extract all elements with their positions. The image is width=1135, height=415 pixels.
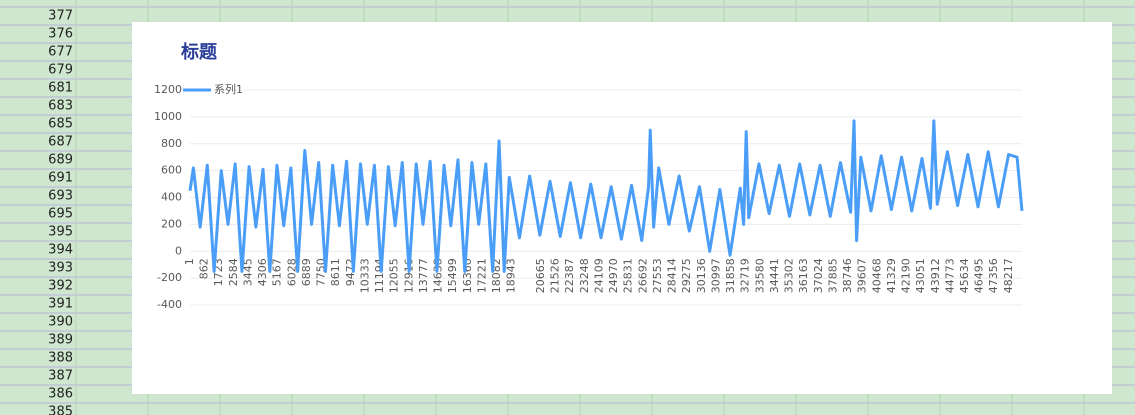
- x-tick-label: 35302: [783, 258, 796, 293]
- cell: 683: [48, 99, 73, 114]
- x-tick-label: 13777: [417, 258, 430, 293]
- x-tick-label: 4306: [256, 258, 269, 286]
- x-tick-label: 1: [183, 258, 196, 265]
- chart-panel: [132, 22, 1112, 394]
- x-tick-label: 3445: [241, 258, 254, 286]
- cell: 390: [48, 315, 73, 330]
- cell: 395: [48, 225, 73, 240]
- cell: 376: [48, 27, 73, 42]
- x-tick-label: 39607: [856, 258, 869, 293]
- y-tick-label: 1000: [154, 110, 182, 123]
- cell: 377: [48, 9, 73, 24]
- x-tick-label: 15499: [446, 258, 459, 293]
- cell: 691: [48, 171, 73, 186]
- cell: 695: [48, 207, 73, 222]
- y-tick-label: 200: [161, 217, 182, 230]
- cell: 681: [48, 81, 73, 96]
- x-tick-label: 47356: [987, 258, 1000, 293]
- x-tick-label: 25831: [622, 258, 635, 293]
- cell: 677: [48, 45, 73, 60]
- x-tick-label: 36163: [797, 258, 810, 293]
- x-tick-label: 24970: [607, 258, 620, 293]
- cell: 693: [48, 189, 73, 204]
- x-tick-label: 20665: [534, 258, 547, 293]
- x-tick-label: 21526: [549, 258, 562, 293]
- x-tick-label: 6889: [300, 258, 313, 286]
- x-tick-label: 27553: [651, 258, 664, 293]
- cell: 685: [48, 117, 73, 132]
- x-tick-label: 44773: [943, 258, 956, 293]
- cell: 392: [48, 279, 73, 294]
- x-tick-label: 12055: [388, 258, 401, 293]
- cell: 385: [48, 405, 73, 415]
- x-tick-label: 862: [198, 258, 211, 279]
- cell: 386: [48, 387, 73, 402]
- x-tick-label: 42190: [900, 258, 913, 293]
- x-tick-label: 37885: [826, 258, 839, 293]
- x-tick-label: 33580: [753, 258, 766, 293]
- x-tick-label: 2584: [227, 258, 240, 286]
- x-tick-label: 16360: [461, 258, 474, 293]
- cell: 687: [48, 135, 73, 150]
- y-tick-label: 400: [161, 191, 182, 204]
- x-tick-label: 10333: [358, 258, 371, 293]
- y-tick-label: 600: [161, 164, 182, 177]
- x-tick-label: 48217: [1002, 258, 1015, 293]
- cell: 387: [48, 369, 73, 384]
- x-tick-label: 8611: [329, 258, 342, 286]
- x-tick-label: 12916: [402, 258, 415, 293]
- y-tick-label: -400: [157, 298, 182, 311]
- legend-label: 系列1: [214, 82, 243, 96]
- x-tick-label: 40468: [870, 258, 883, 293]
- y-tick-label: 1200: [154, 83, 182, 96]
- x-tick-label: 34441: [768, 258, 781, 293]
- series-line: [188, 119, 1024, 273]
- x-tick-label: 45634: [958, 258, 971, 293]
- x-tick-label: 37024: [812, 258, 825, 293]
- cell: 391: [48, 297, 73, 312]
- x-tick-label: 17221: [475, 258, 488, 293]
- x-tick-label: 41329: [885, 258, 898, 293]
- y-tick-label: 0: [175, 244, 182, 257]
- cell: 393: [48, 261, 73, 276]
- x-tick-label: 38746: [841, 258, 854, 293]
- cell: 388: [48, 351, 73, 366]
- x-tick-label: 23248: [578, 258, 591, 293]
- x-tick-label: 30997: [709, 258, 722, 293]
- x-tick-label: 46495: [973, 258, 986, 293]
- x-tick-label: 43912: [929, 258, 942, 293]
- cell: 389: [48, 333, 73, 348]
- x-tick-label: 22387: [563, 258, 576, 293]
- x-tick-label: 28414: [666, 258, 679, 293]
- column-a: 377 376 677 679 681 683 685 687 689 691 693 695 395 3…: [48, 9, 73, 415]
- x-tick-label: 14638: [432, 258, 445, 293]
- x-tick-label: 31858: [724, 258, 737, 293]
- x-tick-label: 6028: [285, 258, 298, 286]
- x-tick-label: 18943: [505, 258, 518, 293]
- x-tick-label: 43051: [914, 258, 927, 293]
- x-tick-label: 26692: [636, 258, 649, 293]
- x-tick-label: 32719: [739, 258, 752, 293]
- cell: 689: [48, 153, 73, 168]
- x-tick-label: 24109: [592, 258, 605, 293]
- cell: 679: [48, 63, 73, 78]
- x-tick-label: 29275: [680, 258, 693, 293]
- chart-title: 标题: [180, 41, 218, 63]
- y-tick-label: 800: [161, 137, 182, 150]
- y-tick-label: -200: [157, 271, 182, 284]
- x-tick-label: 30136: [695, 258, 708, 293]
- x-tick-label: 5167: [271, 258, 284, 286]
- cell: 394: [48, 243, 73, 258]
